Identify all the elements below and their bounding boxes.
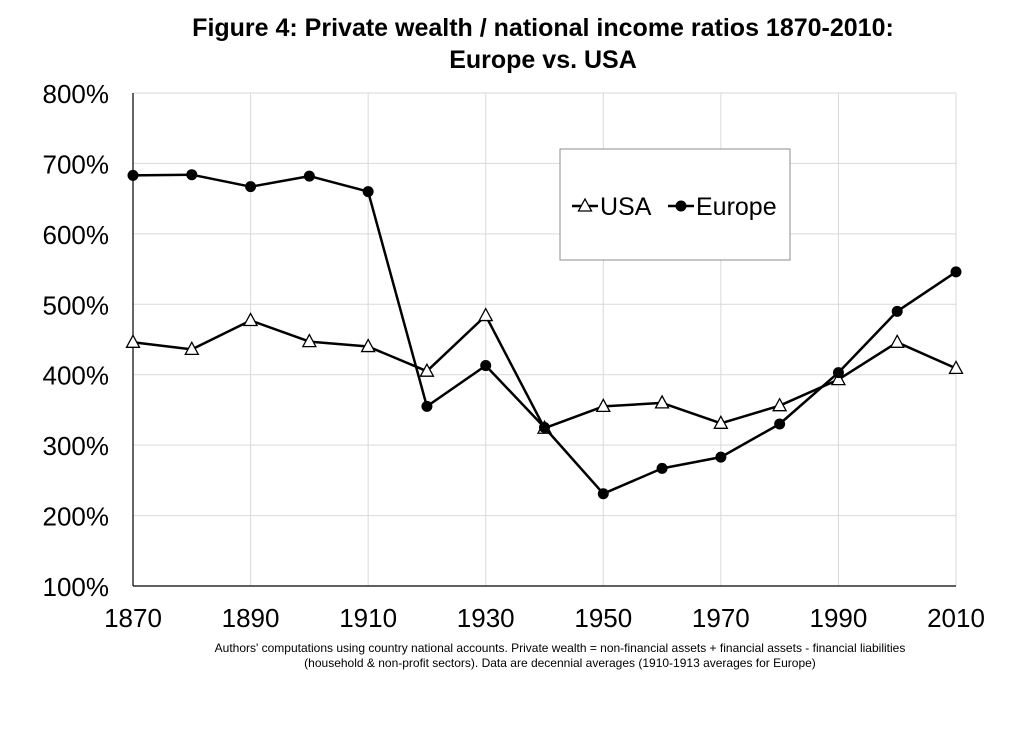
x-tick-label: 1890 [222,603,280,633]
y-tick-label: 400% [43,361,110,391]
legend-marker-europe [675,200,687,212]
chart-title-line-1: Figure 4: Private wealth / national inco… [192,14,894,42]
data-point-europe [539,422,550,434]
x-tick-label: 1930 [457,603,515,633]
data-point-usa [419,362,435,377]
data-point-europe [127,169,139,181]
data-point-usa [125,333,141,348]
data-point-europe [421,400,433,412]
chart-note-line-2: (household & non-profit sectors). Data a… [304,656,816,670]
series-line-usa [132,314,957,430]
x-tick-label: 1990 [810,603,868,633]
data-point-europe [774,418,786,430]
data-point-usa [360,338,376,353]
y-tick-label: 100% [43,572,110,602]
data-point-usa [184,340,200,356]
legend-label-usa: USA [600,193,652,221]
chart-source-note: Authors' computations using country nati… [160,641,960,671]
legend-marker-usa [577,197,593,212]
x-tick-label: 1950 [574,603,632,633]
y-tick-label: 600% [43,220,110,250]
y-tick-label: 300% [43,431,110,461]
x-tick-label: 1970 [692,603,750,633]
data-point-usa [478,307,494,322]
y-tick-label: 500% [43,290,110,320]
data-point-usa [595,398,611,413]
y-tick-label: 800% [43,79,110,109]
series-line-europe [132,173,957,495]
data-point-europe [480,360,492,372]
data-point-usa [948,360,964,375]
chart-title-line-2: Europe vs. USA [449,46,637,74]
y-tick-label: 200% [43,502,110,532]
data-point-usa [713,414,729,429]
data-point-europe [303,170,315,182]
data-point-usa [654,394,670,409]
data-point-europe [362,186,374,198]
data-point-usa [301,333,317,348]
data-point-europe [245,181,257,193]
x-tick-label: 1870 [104,603,162,633]
chart-note-line-1: Authors' computations using country nati… [214,641,906,655]
y-tick-label: 700% [43,149,110,179]
data-point-usa [772,397,788,412]
data-point-europe [656,462,668,474]
data-point-europe [891,305,903,317]
data-point-europe [832,367,844,379]
data-point-europe [715,451,727,463]
data-point-usa [242,312,259,327]
x-tick-label: 1910 [339,603,397,633]
chart-title: Figure 4: Private wealth / national inco… [0,12,1010,76]
data-point-europe [186,169,198,181]
data-point-europe [597,488,609,500]
data-point-usa [830,371,847,386]
legend-box [559,148,791,261]
legend-label-europe: Europe [696,193,777,221]
x-tick-label: 2010 [927,603,985,633]
data-point-europe [950,266,962,278]
data-point-usa [889,333,905,348]
